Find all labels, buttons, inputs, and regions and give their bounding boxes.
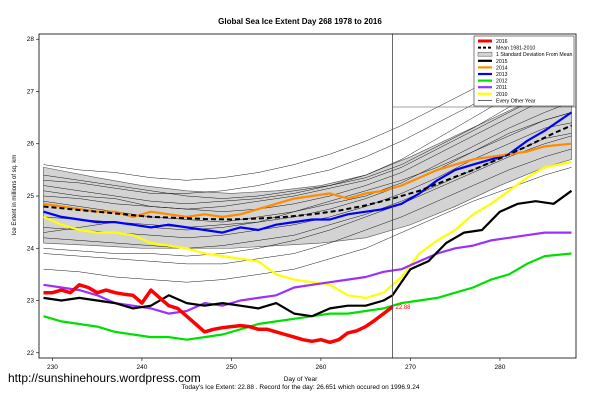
x-tick-label: 270 [405,364,416,371]
legend-label: Mean 1981-2010 [496,46,535,52]
legend-label: 2015 [496,59,508,65]
other-year-line-14 [43,83,572,210]
y-tick-label: 22 [27,350,35,357]
other-year-line-9 [43,167,572,283]
y-tick-label: 25 [27,193,35,200]
series-2016 [43,283,394,345]
series-2012 [43,252,572,341]
legend-label: 2014 [496,65,508,71]
y-axis-label: Ice Extent in millions of sq. km [12,155,18,236]
other-year-line-6 [43,122,572,239]
series-2013 [43,111,573,234]
current-value-label: 22.88 [396,305,412,311]
series-mean-1981-2010 [43,124,572,221]
other-year-line-8 [43,148,572,265]
y-tick-label: 28 [27,36,35,43]
y-tick-label: 23 [27,298,35,305]
x-tick-label: 240 [136,364,147,371]
series-2010 [43,160,572,299]
watermark: http://sunshinehours.wordpress.com [8,371,201,385]
other-year-line-2 [43,75,572,205]
y-tick-label: 26 [27,141,35,148]
x-tick-label: 230 [47,364,58,371]
series-2015 [43,189,573,318]
legend-label: 2012 [496,79,508,85]
legend-label: 1 Standard Deviation From Mean [496,52,573,58]
x-tick-label: 260 [315,364,326,371]
legend-label: 2011 [496,85,507,91]
series-2014 [43,142,572,218]
x-tick-label: 250 [226,364,237,371]
y-tick-label: 24 [27,245,35,252]
x-tick-label: 280 [494,364,505,371]
legend-label: 2010 [496,92,508,98]
other-year-line-13 [43,135,572,257]
other-year-line-5 [43,112,572,228]
chart-title: Global Sea Ice Extent Day 268 1978 to 20… [218,17,382,26]
y-tick-label: 27 [27,88,35,95]
series-2011 [43,231,572,315]
footer-note: Today's Ice Extent: 22.88 . Record for t… [181,384,420,391]
legend-label: 2013 [496,72,508,78]
legend-label: Every Other Year [496,98,536,104]
legend-swatch-band [477,51,493,57]
x-axis-label: Day of Year [283,376,318,383]
std-dev-band [43,83,572,249]
legend-label: 2016 [496,39,508,45]
other-year-line-3 [43,88,572,212]
